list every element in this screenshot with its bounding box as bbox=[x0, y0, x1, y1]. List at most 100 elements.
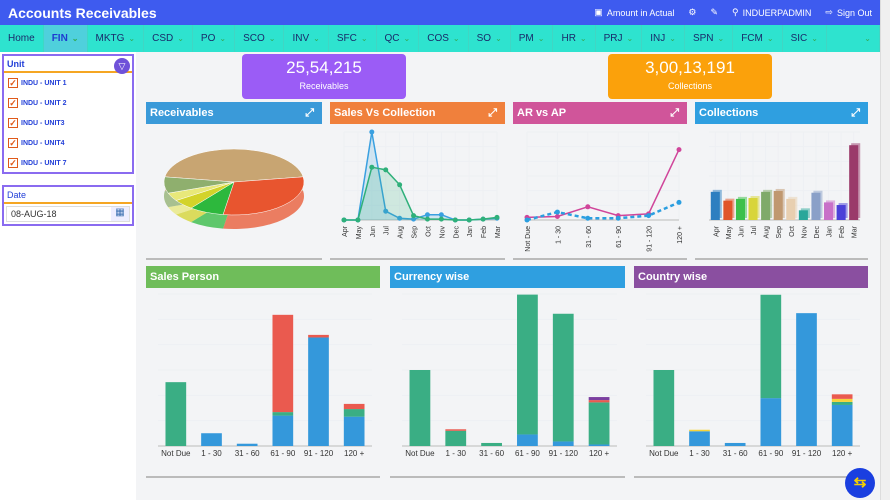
bar-segment[interactable] bbox=[201, 433, 222, 446]
nav-item-sfc[interactable]: SFC ⌄ bbox=[329, 25, 377, 52]
nav-item-spn[interactable]: SPN ⌄ bbox=[685, 25, 734, 52]
data-point[interactable] bbox=[452, 217, 458, 223]
bar-segment[interactable] bbox=[445, 430, 467, 446]
bar-segment[interactable] bbox=[409, 370, 431, 446]
expand-icon[interactable]: ⤢ bbox=[488, 106, 497, 119]
bar[interactable] bbox=[849, 145, 859, 220]
bar[interactable] bbox=[798, 210, 808, 220]
settings-icon[interactable]: ⚙ bbox=[688, 7, 697, 17]
data-point[interactable] bbox=[355, 217, 361, 223]
bar-segment[interactable] bbox=[831, 401, 853, 405]
nav-item-csd[interactable]: CSD ⌄ bbox=[144, 25, 193, 52]
data-point[interactable] bbox=[554, 213, 560, 219]
nav-item-so[interactable]: SO ⌄ bbox=[469, 25, 511, 52]
bar-segment[interactable] bbox=[481, 442, 502, 446]
bar-segment[interactable] bbox=[760, 294, 782, 399]
bar-segment[interactable] bbox=[236, 443, 258, 446]
bar-segment[interactable] bbox=[796, 313, 817, 446]
bar-segment[interactable] bbox=[272, 314, 294, 413]
data-point[interactable] bbox=[438, 212, 444, 218]
checkbox-checked-icon[interactable]: ✓ bbox=[8, 98, 18, 108]
data-point[interactable] bbox=[646, 213, 652, 219]
bar[interactable] bbox=[735, 198, 745, 220]
data-point[interactable] bbox=[676, 147, 682, 153]
bar-segment[interactable] bbox=[445, 429, 467, 431]
bar-segment[interactable] bbox=[831, 394, 853, 399]
bar-segment[interactable] bbox=[552, 313, 574, 442]
data-point[interactable] bbox=[524, 217, 530, 223]
date-input[interactable]: 08-AUG-18 ▦ bbox=[6, 206, 130, 222]
amount-in-actual-button[interactable]: ▣ Amount in Actual bbox=[594, 7, 674, 18]
unit-checkbox-item[interactable]: ✓ INDU - UNIT 1 bbox=[4, 73, 132, 93]
data-point[interactable] bbox=[383, 208, 389, 214]
nav-item-mktg[interactable]: MKTG ⌄ bbox=[88, 25, 145, 52]
data-point[interactable] bbox=[585, 215, 591, 221]
kpi-collections[interactable]: 3,00,13,191 Collections bbox=[608, 54, 772, 99]
nav-item-home[interactable]: Home bbox=[0, 25, 44, 52]
checkbox-checked-icon[interactable]: ✓ bbox=[8, 78, 18, 88]
bar-segment[interactable] bbox=[343, 416, 365, 446]
nav-item-pm[interactable]: PM ⌄ bbox=[511, 25, 554, 52]
bar-segment[interactable] bbox=[517, 294, 538, 435]
nav-item-qc[interactable]: QC ⌄ bbox=[377, 25, 420, 52]
bar-segment[interactable] bbox=[689, 429, 710, 432]
bar-segment[interactable] bbox=[689, 431, 710, 446]
bar[interactable] bbox=[773, 190, 783, 220]
bar-segment[interactable] bbox=[588, 397, 610, 401]
data-point[interactable] bbox=[424, 212, 430, 218]
checkbox-checked-icon[interactable]: ✓ bbox=[8, 138, 18, 148]
bar-segment[interactable] bbox=[517, 434, 538, 446]
data-point[interactable] bbox=[615, 215, 621, 221]
data-point[interactable] bbox=[369, 164, 375, 170]
nav-more-chevron-icon[interactable]: ⌄ bbox=[856, 25, 880, 52]
data-point[interactable] bbox=[369, 129, 375, 135]
pie-slice[interactable] bbox=[164, 148, 304, 183]
bar[interactable] bbox=[824, 202, 834, 220]
expand-icon[interactable]: ⤢ bbox=[670, 106, 679, 119]
data-point[interactable] bbox=[397, 182, 403, 188]
checkbox-checked-icon[interactable]: ✓ bbox=[8, 158, 18, 168]
bar-segment[interactable] bbox=[724, 442, 746, 446]
bar-segment[interactable] bbox=[272, 412, 294, 416]
data-point[interactable] bbox=[494, 214, 500, 220]
expand-icon[interactable]: ⤢ bbox=[851, 106, 860, 119]
data-point[interactable] bbox=[480, 216, 486, 222]
bar-segment[interactable] bbox=[343, 403, 365, 410]
pie-slice[interactable] bbox=[222, 176, 305, 216]
pie-slice[interactable] bbox=[163, 176, 235, 194]
bar-segment[interactable] bbox=[653, 370, 675, 446]
bar-segment[interactable] bbox=[343, 409, 365, 417]
nav-item-po[interactable]: PO ⌄ bbox=[193, 25, 236, 52]
calendar-icon[interactable]: ▦ bbox=[111, 207, 129, 221]
bar[interactable] bbox=[748, 198, 758, 220]
data-point[interactable] bbox=[554, 209, 560, 215]
bar[interactable] bbox=[836, 205, 846, 220]
bar-segment[interactable] bbox=[165, 382, 187, 446]
user-menu[interactable]: ⚲ INDUERPADMIN bbox=[732, 7, 811, 18]
bar-segment[interactable] bbox=[272, 415, 294, 446]
nav-item-cos[interactable]: COS ⌄ bbox=[419, 25, 469, 52]
nav-item-inv[interactable]: INV ⌄ bbox=[284, 25, 329, 52]
data-point[interactable] bbox=[411, 213, 417, 219]
bar[interactable] bbox=[723, 200, 733, 220]
data-point[interactable] bbox=[424, 216, 430, 222]
nav-item-hr[interactable]: HR ⌄ bbox=[553, 25, 596, 52]
sign-out-button[interactable]: ⇨ Sign Out bbox=[825, 7, 872, 18]
bar-segment[interactable] bbox=[588, 400, 610, 403]
bar-segment[interactable] bbox=[308, 337, 329, 446]
nav-item-fin[interactable]: FIN ⌄ bbox=[43, 25, 88, 52]
data-point[interactable] bbox=[585, 204, 591, 210]
unit-checkbox-item[interactable]: ✓ INDU - UNIT 7 bbox=[4, 153, 132, 173]
bar-segment[interactable] bbox=[760, 398, 782, 446]
nav-item-fcm[interactable]: FCM ⌄ bbox=[733, 25, 783, 52]
bar[interactable] bbox=[786, 198, 796, 220]
unit-checkbox-item[interactable]: ✓ INDU - UNIT4 bbox=[4, 133, 132, 153]
bar-segment[interactable] bbox=[308, 334, 329, 338]
data-point[interactable] bbox=[397, 215, 403, 221]
nav-item-sco[interactable]: SCO ⌄ bbox=[235, 25, 285, 52]
bar-segment[interactable] bbox=[588, 444, 610, 446]
nav-item-prj[interactable]: PRJ ⌄ bbox=[596, 25, 643, 52]
data-point[interactable] bbox=[438, 216, 444, 222]
bar-segment[interactable] bbox=[831, 398, 853, 402]
bar[interactable] bbox=[761, 191, 771, 220]
